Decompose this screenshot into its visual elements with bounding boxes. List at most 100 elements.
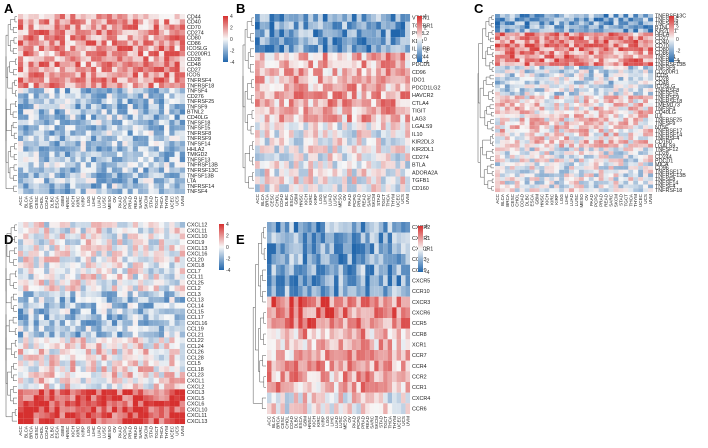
heatmap-cell <box>28 320 34 326</box>
heatmap-cell <box>23 395 29 401</box>
heatmap-cell <box>169 412 175 419</box>
heatmap-cell <box>504 154 510 159</box>
row-label: CD40LG <box>187 115 208 121</box>
heatmap-cell <box>33 366 39 373</box>
heatmap-cell <box>91 268 97 274</box>
heatmap-cell <box>28 337 34 344</box>
heatmap-cell <box>132 256 139 263</box>
heatmap-cell <box>400 114 406 123</box>
heatmap-cell <box>18 66 24 73</box>
heatmap-cell <box>28 51 34 57</box>
heatmap-cell <box>332 184 338 193</box>
heatmap-cell <box>524 121 530 126</box>
heatmap-cell <box>96 233 102 240</box>
heatmap-cell <box>75 178 81 184</box>
heatmap-cell <box>179 343 186 350</box>
heatmap-cell <box>598 17 604 22</box>
heatmap-cell <box>80 98 86 105</box>
heatmap-cell <box>593 80 599 85</box>
heatmap-cell <box>495 21 500 26</box>
heatmap-cell <box>539 21 545 26</box>
heatmap-cell <box>648 47 654 52</box>
heatmap-cell <box>313 91 319 100</box>
heatmap-cell <box>70 72 76 78</box>
column-label: MESO <box>107 196 112 210</box>
heatmap-cell <box>127 167 133 173</box>
heatmap-cell <box>360 222 366 233</box>
heatmap-cell <box>495 106 500 111</box>
heatmap-cell <box>164 183 170 189</box>
heatmap-cell <box>509 69 515 74</box>
heatmap-cell <box>385 168 391 177</box>
heatmap-cell <box>127 183 133 189</box>
heatmap-cell <box>122 104 128 110</box>
heatmap-cell <box>293 21 299 30</box>
heatmap-cell <box>564 95 570 100</box>
heatmap-cell <box>284 29 289 38</box>
heatmap-cell <box>148 320 154 326</box>
heatmap-cell <box>495 88 500 92</box>
heatmap-cell <box>101 72 107 78</box>
heatmap-cell <box>164 151 170 157</box>
heatmap-cell <box>59 372 66 378</box>
heatmap-cell <box>574 51 579 55</box>
heatmap-cell <box>117 35 123 41</box>
heatmap-cell <box>54 383 60 390</box>
heatmap-cell <box>138 29 144 36</box>
heatmap-cell <box>603 91 609 96</box>
heatmap-cell <box>49 162 55 168</box>
heatmap-cell <box>317 44 323 53</box>
heatmap-cell <box>179 61 186 67</box>
heatmap-cell <box>122 383 128 390</box>
heatmap-cell <box>75 61 81 67</box>
heatmap-cell <box>85 24 92 30</box>
heatmap-cell <box>148 29 154 36</box>
heatmap-cell <box>117 377 123 384</box>
heatmap-cell <box>111 245 118 251</box>
heatmap-cell <box>361 37 367 46</box>
heatmap-cell <box>64 395 71 401</box>
row-label: CCL20 <box>187 257 204 263</box>
heatmap-cell <box>169 279 175 286</box>
heatmap-cell <box>648 114 654 118</box>
heatmap-cell <box>143 268 149 274</box>
heatmap-cell <box>127 109 133 115</box>
heatmap-cell <box>539 25 545 29</box>
heatmap-cell <box>153 222 159 228</box>
heatmap-cell <box>164 178 170 184</box>
heatmap-cell <box>255 99 260 107</box>
heatmap-cell <box>613 106 619 111</box>
heatmap-cell <box>259 122 265 131</box>
heatmap-cell <box>132 372 139 378</box>
heatmap-cell <box>559 51 565 55</box>
heatmap-cell <box>284 286 290 297</box>
heatmap-cell <box>179 119 186 126</box>
heatmap-cell <box>524 32 530 37</box>
heatmap-cell <box>499 47 505 52</box>
heatmap-cell <box>569 73 575 78</box>
heatmap-cell <box>578 39 584 44</box>
heatmap-cell <box>284 114 289 123</box>
heatmap-cell <box>385 99 391 107</box>
heatmap-cell <box>169 354 175 361</box>
heatmap-cell <box>514 162 520 167</box>
heatmap-cell <box>623 169 629 174</box>
heatmap-cell <box>91 412 97 419</box>
heatmap-cell <box>179 104 186 110</box>
heatmap-cell <box>303 122 309 131</box>
heatmap-cell <box>366 106 372 115</box>
heatmap-cell <box>534 62 540 66</box>
heatmap-cell <box>549 151 555 155</box>
heatmap-cell <box>623 147 629 152</box>
heatmap-cell <box>504 43 510 48</box>
heatmap-cell <box>143 291 149 298</box>
heatmap-cell <box>132 406 139 413</box>
heatmap-cell <box>91 245 97 251</box>
heatmap-cell <box>80 383 86 390</box>
heatmap-cell <box>138 40 144 46</box>
heatmap-cell <box>33 61 39 67</box>
heatmap-cell <box>633 151 639 155</box>
heatmap-cell <box>569 54 575 59</box>
heatmap-cell <box>534 28 540 33</box>
heatmap-cell <box>327 161 333 169</box>
